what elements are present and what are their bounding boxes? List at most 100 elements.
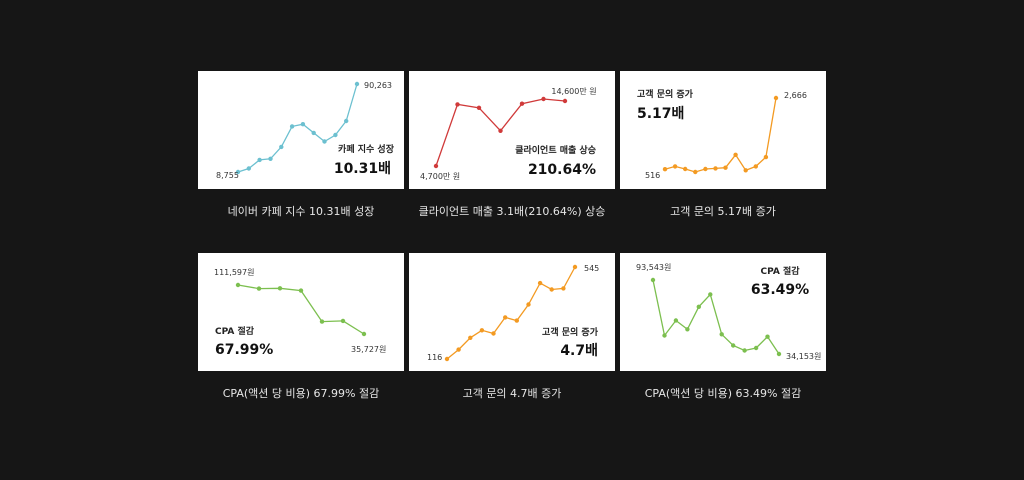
line-chart: 516 2,666 고객 문의 증가 5.17배: [637, 88, 807, 180]
data-point: [776, 351, 782, 357]
chart-card: 516 2,666 고객 문의 증가 5.17배: [620, 71, 826, 189]
chart-title-small: 카페 지수 성장: [338, 143, 395, 155]
data-point: [713, 166, 718, 171]
line-chart: 8,755 90,263 카페 지수 성장 10.31배: [216, 81, 395, 180]
data-point: [344, 118, 349, 124]
data-point: [526, 302, 531, 307]
end-value-label: 90,263: [364, 81, 392, 90]
data-point: [235, 169, 241, 175]
chart-caption: 클라이언트 매출 3.1배(210.64%) 상승: [418, 205, 606, 218]
chart-title-small: 고객 문의 증가: [542, 326, 599, 338]
data-point: [235, 282, 241, 288]
data-point: [333, 132, 338, 138]
data-point: [719, 332, 724, 337]
data-point: [340, 318, 346, 324]
data-point: [693, 169, 698, 175]
chart-panel-cpa-63: 93,543원 34,153원 CPA 절감 63.49% CPA(액션 당 비…: [620, 253, 826, 400]
chart-panel-client-revenue: 4,700만 원 14,600만 원 클라이언트 매출 상승 210.64% 클…: [409, 71, 615, 218]
data-point: [731, 343, 736, 348]
chart-panel-inquiry-5x: 516 2,666 고객 문의 증가 5.17배 고객 문의 5.17배 증가: [620, 71, 826, 218]
data-point: [541, 96, 546, 102]
data-point: [479, 328, 485, 333]
data-point: [650, 277, 656, 283]
data-point: [491, 331, 496, 336]
data-point: [279, 144, 284, 150]
data-point: [683, 166, 688, 172]
data-point: [277, 286, 283, 291]
data-point: [468, 335, 473, 340]
data-point: [498, 128, 503, 133]
data-point: [455, 102, 460, 107]
chart-card: 93,543원 34,153원 CPA 절감 63.49%: [620, 253, 826, 371]
data-point: [723, 165, 728, 170]
chart-panel-inquiry-4x: 116 545 고객 문의 증가 4.7배 고객 문의 4.7배 증가: [409, 253, 615, 400]
data-point: [703, 166, 708, 172]
end-value-label: 14,600만 원: [551, 87, 596, 96]
data-point: [354, 81, 360, 87]
chart-title-big: 210.64%: [528, 162, 596, 178]
data-point: [561, 286, 566, 291]
data-point: [672, 164, 678, 169]
series-line: [237, 83, 358, 173]
data-point: [503, 315, 508, 320]
data-point: [662, 167, 668, 172]
data-point: [322, 139, 327, 144]
chart-title-big: 63.49%: [751, 282, 809, 298]
chart-caption: CPA(액션 당 비용) 63.49% 절감: [644, 387, 802, 400]
end-value-label: 2,666: [784, 91, 807, 100]
start-value-label: 93,543원: [636, 263, 671, 272]
chart-card: 111,597원 35,727원 CPA 절감 67.99%: [198, 253, 404, 371]
data-point: [433, 163, 439, 169]
data-point: [268, 156, 273, 161]
data-point: [753, 164, 758, 169]
data-point: [537, 280, 543, 286]
chart-title-small: CPA 절감: [215, 325, 255, 337]
end-value-label: 34,153원: [786, 352, 821, 361]
chart-card: 8,755 90,263 카페 지수 성장 10.31배: [198, 71, 404, 189]
start-value-label: 4,700만 원: [420, 172, 460, 181]
data-point: [444, 356, 450, 362]
data-point: [298, 288, 304, 293]
line-chart: 111,597원 35,727원 CPA 절감 67.99%: [214, 268, 386, 358]
data-point: [765, 334, 770, 339]
data-point: [361, 331, 367, 337]
data-point: [753, 345, 759, 351]
chart-title-big: 5.17배: [637, 106, 684, 122]
data-point: [685, 327, 690, 332]
chart-title-small: CPA 절감: [760, 265, 800, 277]
data-point: [773, 95, 779, 101]
data-point: [708, 292, 713, 297]
data-point: [662, 333, 667, 338]
start-value-label: 8,755: [216, 171, 239, 180]
start-value-label: 116: [427, 353, 442, 362]
end-value-label: 35,727원: [351, 345, 386, 354]
data-point: [257, 157, 262, 163]
start-value-label: 516: [645, 171, 660, 180]
start-value-label: 111,597원: [214, 268, 254, 277]
series-line: [652, 279, 780, 355]
data-point: [743, 168, 748, 173]
data-point: [300, 122, 306, 127]
chart-caption: 고객 문의 4.7배 증가: [462, 387, 562, 400]
chart-panel-cafe-growth: 8,755 90,263 카페 지수 성장 10.31배 네이버 카페 지수 1…: [198, 71, 404, 218]
data-point: [289, 124, 295, 129]
line-chart: 4,700만 원 14,600만 원 클라이언트 매출 상승 210.64%: [420, 87, 597, 181]
data-point: [562, 98, 568, 104]
chart-card: 116 545 고객 문의 증가 4.7배: [409, 253, 615, 371]
chart-title-small: 고객 문의 증가: [637, 88, 694, 100]
chart-title-big: 67.99%: [215, 342, 273, 358]
data-point: [673, 318, 679, 323]
data-point: [519, 101, 525, 106]
chart-caption: CPA(액션 당 비용) 67.99% 절감: [222, 387, 380, 400]
data-point: [696, 304, 701, 309]
line-chart: 116 545 고객 문의 증가 4.7배: [427, 264, 599, 362]
data-point: [319, 319, 325, 324]
line-chart: 93,543원 34,153원 CPA 절감 63.49%: [636, 263, 821, 361]
data-point: [311, 130, 316, 136]
data-point: [456, 347, 461, 352]
chart-title-big: 4.7배: [560, 343, 598, 359]
end-value-label: 545: [584, 264, 599, 273]
data-point: [763, 154, 769, 160]
data-point: [572, 264, 578, 270]
data-point: [733, 152, 738, 157]
